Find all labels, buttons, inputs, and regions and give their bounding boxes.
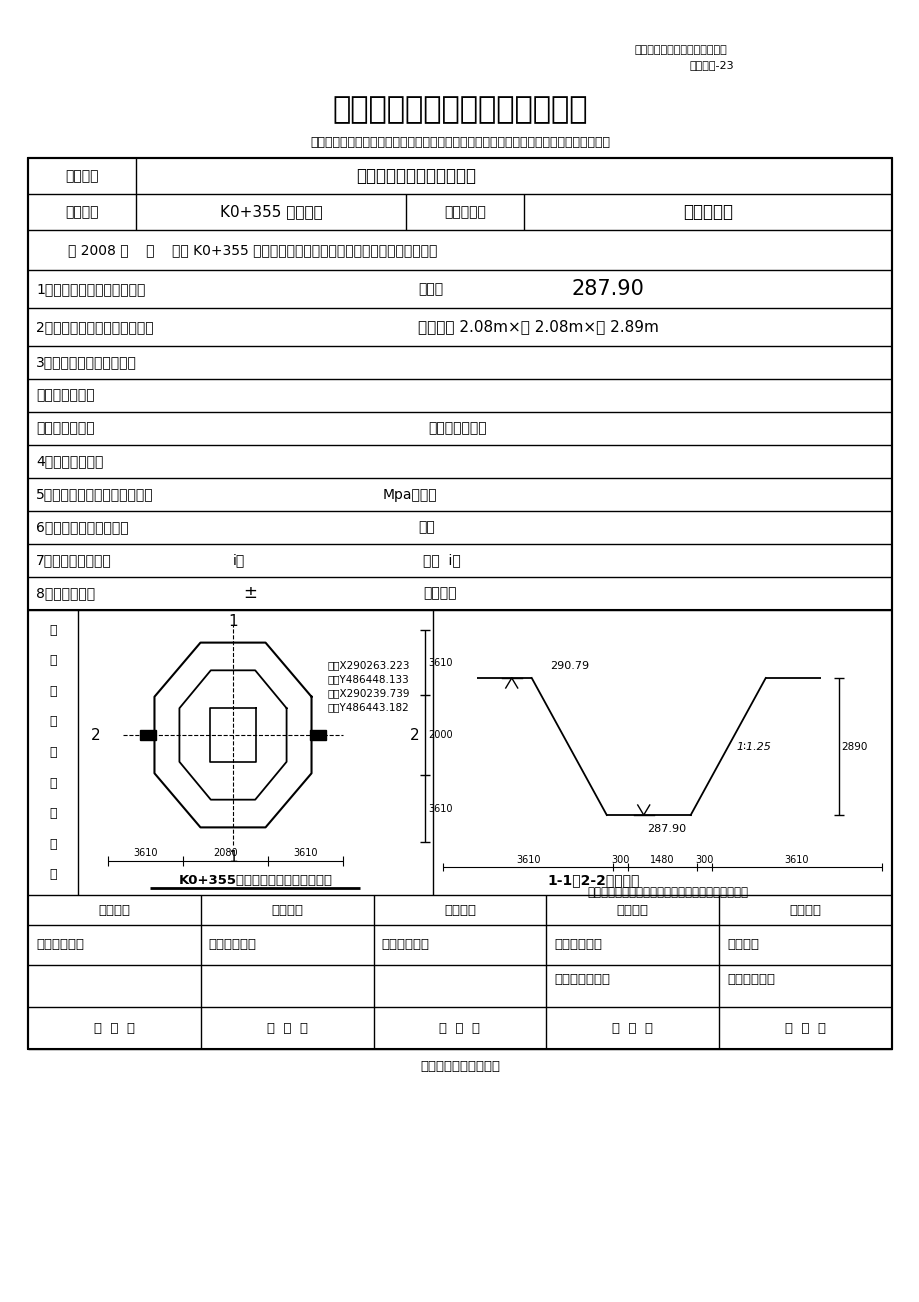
Text: K0+355 处左右侧: K0+355 处左右侧 [220, 204, 322, 220]
Text: 工程名称: 工程名称 [65, 169, 98, 184]
Bar [140, 730, 156, 740]
Text: 技术负责人：: 技术负责人： [381, 939, 429, 952]
Text: 垂直度：: 垂直度： [423, 586, 456, 600]
Text: 实际：长 2.08m×宽 2.08m×高 2.89m: 实际：长 2.08m×宽 2.08m×高 2.89m [417, 319, 658, 335]
Text: ±: ± [243, 585, 256, 603]
Text: 290.79: 290.79 [549, 661, 588, 671]
Text: 部: 部 [50, 685, 57, 698]
Text: 300: 300 [695, 855, 713, 865]
Text: 位: 位 [50, 715, 57, 728]
Text: 李渡新区道路工程环三大道: 李渡新区道路工程环三大道 [356, 167, 475, 185]
Text: 3610: 3610 [133, 848, 157, 858]
Text: 2000: 2000 [427, 730, 452, 740]
Text: 287.90: 287.90 [646, 824, 686, 835]
Text: 2890: 2890 [841, 742, 868, 751]
Text: 1: 1 [228, 615, 237, 629]
Text: 断: 断 [50, 746, 57, 759]
Text: 右侧Y486443.182: 右侧Y486443.182 [328, 702, 409, 712]
Text: 年  月  日: 年 月 日 [612, 1022, 652, 1035]
Text: 意: 意 [50, 838, 57, 852]
Text: 3610: 3610 [516, 855, 539, 865]
Text: 现场负责人：: 现场负责人： [36, 939, 84, 952]
Text: 2080: 2080 [213, 848, 237, 858]
Text: 施工单位: 施工单位 [789, 904, 821, 917]
Text: 左侧Y486448.133: 左侧Y486448.133 [328, 674, 409, 684]
Text: 重庆市城市建设档案局: 重庆市城市建设档案局 [420, 1060, 499, 1073]
Text: （桥梁墩、台、涵洞、挡土墙及水池、下水道、高杆灯基础等构筑物的基坑、基槽、桩孔）: （桥梁墩、台、涵洞、挡土墙及水池、下水道、高杆灯基础等构筑物的基坑、基槽、桩孔） [310, 137, 609, 150]
Text: 总监理工程师：: 总监理工程师： [554, 973, 609, 986]
Text: 质检员：: 质检员： [726, 939, 758, 952]
Text: 构筑物名称: 构筑物名称 [444, 204, 485, 219]
Text: K0+355处左右侧电力井开挖平面图: K0+355处左右侧电力井开挖平面图 [178, 874, 332, 887]
Text: 3610: 3610 [427, 658, 452, 668]
Text: 监理单位: 监理单位 [616, 904, 648, 917]
Text: 面: 面 [50, 776, 57, 789]
Text: 2: 2 [410, 728, 419, 742]
Text: 1: 1 [228, 849, 237, 865]
Text: 年  月  日: 年 月 日 [267, 1022, 307, 1035]
Text: 5、地基土壤承载力，设计要求: 5、地基土壤承载力，设计要求 [36, 487, 153, 501]
Text: 实际嵌岩深度：: 实际嵌岩深度： [427, 422, 486, 435]
Text: 1-1（2-2）断面图: 1-1（2-2）断面图 [547, 874, 639, 887]
Text: 2、基坑（槽、孔）设计尺寸：: 2、基坑（槽、孔）设计尺寸： [36, 320, 153, 335]
Text: 设计嵌岩深度：: 设计嵌岩深度： [36, 422, 95, 435]
Text: 3610: 3610 [293, 848, 317, 858]
Text: 年  月  日: 年 月 日 [784, 1022, 825, 1035]
Text: 设计单位: 设计单位 [271, 904, 303, 917]
Text: 实际：: 实际： [417, 283, 443, 296]
Text: 地勘单位: 地勘单位 [444, 904, 475, 917]
Text: 实际  i＝: 实际 i＝ [423, 553, 460, 568]
Text: 地质分层情况：: 地质分层情况： [36, 388, 95, 402]
Text: 图: 图 [50, 868, 57, 881]
Text: 电力井开挖: 电力井开挖 [682, 203, 732, 221]
Bar [28, 158, 891, 1049]
Text: 监理工程师：: 监理工程师： [554, 939, 602, 952]
Bar [310, 730, 325, 740]
Text: 工程部位: 工程部位 [65, 204, 98, 219]
Text: 3610: 3610 [427, 803, 452, 814]
Text: 287.90: 287.90 [571, 279, 643, 299]
Text: 专业负责人：: 专业负责人： [209, 939, 256, 952]
Text: 隐: 隐 [50, 624, 57, 637]
Text: 建设单位: 建设单位 [98, 904, 130, 917]
Text: 蔽: 蔽 [50, 654, 57, 667]
Text: 4、地下水情况：: 4、地下水情况： [36, 454, 103, 469]
Text: 年  月  日: 年 月 日 [439, 1022, 480, 1035]
Text: 3、基底（孔底）地质为：: 3、基底（孔底）地质为： [36, 355, 137, 370]
Text: 1∶1.25: 1∶1.25 [735, 742, 770, 751]
Text: 渝市政竣-23: 渝市政竣-23 [689, 60, 734, 70]
Text: 右侧X290239.739: 右侧X290239.739 [328, 687, 410, 698]
Text: 实际: 实际 [417, 521, 435, 535]
Text: 基础坑槽隐蔽工程检查验收记录: 基础坑槽隐蔽工程检查验收记录 [332, 95, 587, 125]
Text: 年  月  日: 年 月 日 [94, 1022, 135, 1035]
Text: 技术负责人：: 技术负责人： [726, 973, 775, 986]
Text: 左侧X290263.223: 左侧X290263.223 [328, 660, 410, 671]
Text: 7、沟道纵坡设计：: 7、沟道纵坡设计： [36, 553, 111, 568]
Text: 1、基底（孔底）设计标高：: 1、基底（孔底）设计标高： [36, 283, 145, 296]
Text: Mpa，实际: Mpa，实际 [382, 487, 437, 501]
Text: 3610: 3610 [784, 855, 808, 865]
Text: 示: 示 [50, 807, 57, 820]
Text: 说明：本图尺寸除高程以米计外，其余均以毫米计。: 说明：本图尺寸除高程以米计外，其余均以毫米计。 [586, 885, 747, 898]
Text: 8、轴线偏差：: 8、轴线偏差： [36, 586, 95, 600]
Text: 重庆建设工程质量监督总站监制: 重庆建设工程质量监督总站监制 [634, 46, 727, 55]
Text: 1480: 1480 [650, 855, 674, 865]
Text: 6、沟道流水断面设计：: 6、沟道流水断面设计： [36, 521, 129, 535]
Text: 300: 300 [610, 855, 629, 865]
Text: 于 2008 年    月    日对 K0+355 处左右侧电力井基坑（槽、桩孔）检查结果如下：: 于 2008 年 月 日对 K0+355 处左右侧电力井基坑（槽、桩孔）检查结果… [68, 243, 437, 256]
Text: i＝: i＝ [233, 553, 245, 568]
Text: 2: 2 [91, 728, 101, 742]
